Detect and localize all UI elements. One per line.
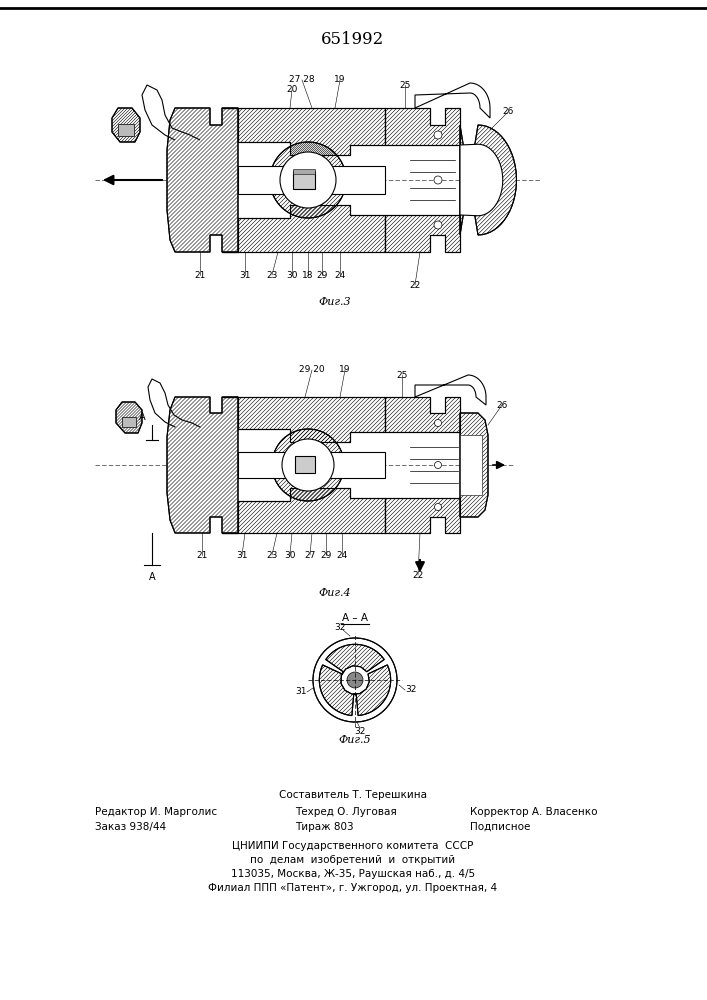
Text: 29 20: 29 20 (299, 365, 325, 374)
Text: 27 28: 27 28 (289, 76, 315, 85)
Bar (118, 124, 134, 136)
Text: 651992: 651992 (322, 31, 385, 48)
Text: Подписное: Подписное (470, 822, 530, 832)
Polygon shape (112, 108, 140, 142)
Polygon shape (222, 108, 385, 155)
Polygon shape (222, 488, 385, 533)
Text: 22: 22 (412, 570, 423, 580)
Text: Фиг.3: Фиг.3 (319, 297, 351, 307)
Text: Фиг.4: Фиг.4 (319, 588, 351, 598)
Text: 24: 24 (334, 270, 346, 279)
Text: 23: 23 (267, 550, 278, 560)
Text: Техред О. Луговая: Техред О. Луговая (295, 807, 397, 817)
Circle shape (435, 504, 441, 510)
Polygon shape (222, 397, 385, 442)
Text: Составитель Т. Терешкина: Составитель Т. Терешкина (279, 790, 427, 800)
Bar (460, 435, 482, 495)
Circle shape (280, 152, 336, 208)
Circle shape (434, 131, 442, 139)
Polygon shape (272, 429, 344, 465)
Polygon shape (272, 465, 344, 501)
Text: 31: 31 (239, 270, 251, 279)
Bar (122, 417, 136, 427)
Text: 31: 31 (296, 688, 307, 696)
Circle shape (434, 176, 442, 184)
Polygon shape (460, 125, 516, 235)
Text: 27: 27 (304, 550, 316, 560)
Text: А: А (139, 412, 146, 422)
Bar (293, 169, 315, 174)
Polygon shape (270, 180, 346, 218)
Text: 18: 18 (303, 270, 314, 279)
Text: 31: 31 (236, 550, 247, 560)
Bar (238, 166, 385, 194)
Text: 32: 32 (405, 686, 416, 694)
Polygon shape (385, 498, 460, 533)
Polygon shape (167, 397, 238, 533)
Circle shape (435, 420, 441, 426)
Polygon shape (415, 375, 486, 405)
Circle shape (347, 672, 363, 688)
Polygon shape (385, 108, 460, 145)
Circle shape (435, 462, 441, 468)
Text: 26: 26 (502, 107, 514, 116)
Polygon shape (167, 108, 238, 252)
Text: Тираж 803: Тираж 803 (295, 822, 354, 832)
Bar (238, 452, 385, 478)
Text: 26: 26 (496, 400, 508, 410)
Circle shape (313, 638, 397, 722)
Text: 25: 25 (397, 370, 408, 379)
Bar (295, 456, 315, 473)
Polygon shape (385, 397, 460, 432)
Text: 24: 24 (337, 550, 348, 560)
Text: Редактор И. Марголис: Редактор И. Марголис (95, 807, 217, 817)
Polygon shape (460, 413, 488, 517)
Text: 19: 19 (334, 76, 346, 85)
Text: 29: 29 (320, 550, 332, 560)
Polygon shape (270, 142, 346, 180)
Text: 29: 29 (316, 270, 327, 279)
Text: 19: 19 (339, 365, 351, 374)
Text: 30: 30 (286, 270, 298, 279)
Polygon shape (116, 402, 142, 433)
Text: 20: 20 (286, 86, 298, 95)
Text: Заказ 938/44: Заказ 938/44 (95, 822, 166, 832)
Text: 32: 32 (354, 728, 366, 736)
Text: А – А: А – А (342, 613, 368, 623)
Text: Корректор А. Власенко: Корректор А. Власенко (470, 807, 597, 817)
Bar (293, 171, 315, 189)
Text: Фиг.5: Фиг.5 (339, 735, 371, 745)
Text: 21: 21 (197, 550, 208, 560)
Polygon shape (222, 205, 385, 252)
Text: Филиал ППП «Патент», г. Ужгород, ул. Проектная, 4: Филиал ППП «Патент», г. Ужгород, ул. Про… (209, 883, 498, 893)
Text: 22: 22 (409, 280, 421, 290)
Text: 23: 23 (267, 270, 278, 279)
Text: А: А (148, 572, 156, 582)
Text: 30: 30 (284, 550, 296, 560)
Text: 25: 25 (399, 81, 411, 90)
Text: по  делам  изобретений  и  открытий: по делам изобретений и открытий (250, 855, 455, 865)
Polygon shape (460, 144, 503, 216)
Polygon shape (320, 644, 391, 716)
Text: 113035, Москва, Ж-35, Раушская наб., д. 4/5: 113035, Москва, Ж-35, Раушская наб., д. … (231, 869, 475, 879)
Polygon shape (385, 215, 460, 252)
Text: 21: 21 (194, 270, 206, 279)
Text: 32: 32 (334, 624, 346, 633)
Circle shape (434, 221, 442, 229)
Circle shape (282, 439, 334, 491)
Text: ЦНИИПИ Государственного комитета  СССР: ЦНИИПИ Государственного комитета СССР (233, 841, 474, 851)
Polygon shape (415, 83, 490, 118)
